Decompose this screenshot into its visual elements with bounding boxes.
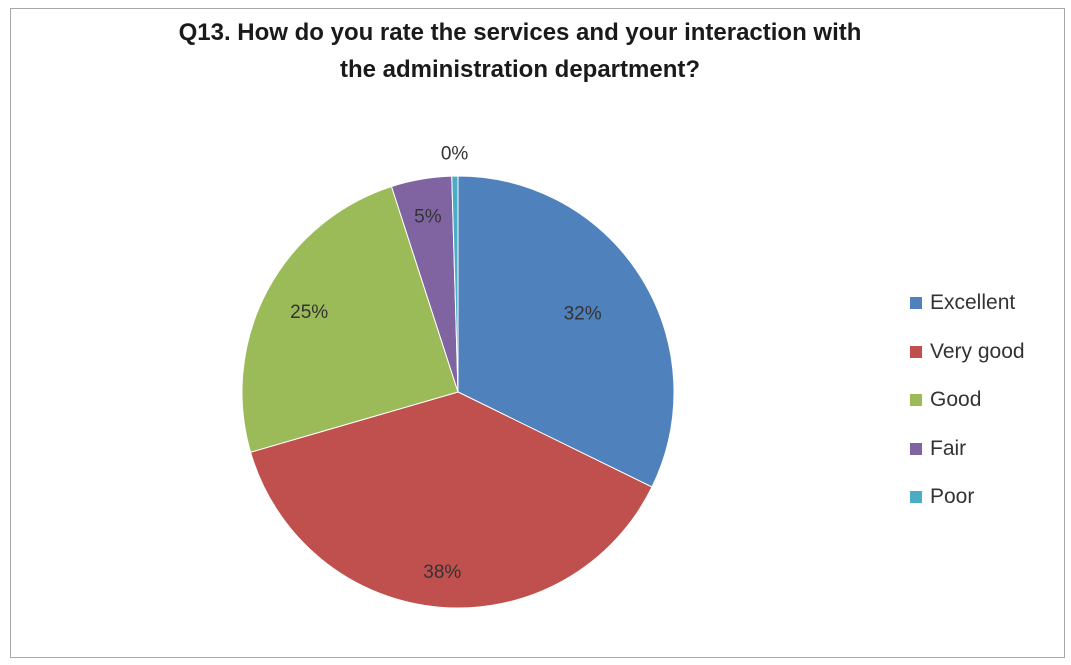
legend-swatch-fair <box>910 442 922 455</box>
legend-label-very-good: Very good <box>930 339 1025 363</box>
legend-item-good: Good <box>910 376 1025 425</box>
pie-slice-very-good <box>249 391 653 609</box>
legend-swatch-good <box>910 394 922 407</box>
legend-item-excellent: Excellent <box>910 279 1025 328</box>
legend-label-fair: Fair <box>930 436 967 460</box>
chart-title: Q13. How do you rate the services and yo… <box>40 14 1000 88</box>
legend-swatch-very-good <box>910 345 922 358</box>
chart-title-line-1: Q13. How do you rate the services and yo… <box>178 19 862 46</box>
legend-item-very-good: Very good <box>910 328 1025 377</box>
legend-item-poor: Poor <box>910 473 1025 522</box>
chart-title-line-2: the administration department? <box>339 56 701 83</box>
data-label-good: 25% <box>290 302 328 323</box>
legend-swatch-poor <box>910 491 922 504</box>
pie-slice-excellent <box>457 175 675 488</box>
pie-slice-good <box>241 185 459 453</box>
legend-label-poor: Poor <box>930 485 975 509</box>
legend-swatch-excellent <box>910 297 922 310</box>
pie-slice-poor <box>451 175 459 393</box>
data-label-poor: 0% <box>441 143 469 164</box>
legend-label-good: Good <box>930 388 982 412</box>
legend-label-excellent: Excellent <box>930 291 1016 315</box>
legend-item-fair: Fair <box>910 425 1025 474</box>
data-label-excellent: 32% <box>564 303 602 324</box>
data-label-very-good: 38% <box>423 562 461 583</box>
data-label-fair: 5% <box>414 207 442 228</box>
chart-legend: Excellent Very good Good Fair Poor <box>910 279 1025 522</box>
